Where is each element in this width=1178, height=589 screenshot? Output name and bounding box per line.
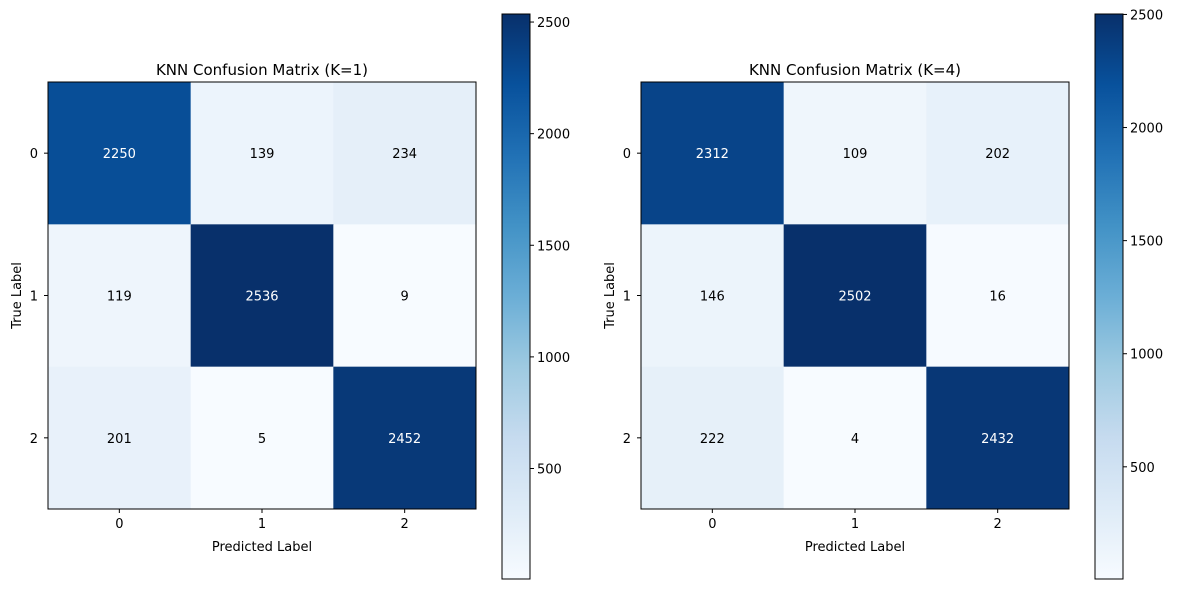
cell-value-label: 234: [392, 147, 417, 162]
x-axis-label: Predicted Label: [212, 540, 312, 555]
heatmap-cell: [783, 366, 927, 510]
heatmap-cell: [333, 366, 477, 510]
cell-value-label: 119: [107, 290, 132, 305]
y-tick-label: 1: [30, 290, 38, 305]
heatmap-cell: [641, 224, 785, 368]
cell-value-label: 222: [700, 432, 725, 447]
x-axis-label: Predicted Label: [805, 540, 905, 555]
colorbar-tick-label: 1500: [537, 239, 570, 254]
heatmap-cell: [641, 366, 785, 510]
chart-title: KNN Confusion Matrix (K=4): [749, 61, 961, 79]
y-axis-label: True Label: [10, 262, 25, 330]
cell-value-label: 2250: [103, 147, 136, 162]
heatmap-cell: [190, 366, 334, 510]
x-tick-label: 0: [115, 517, 123, 532]
cell-value-label: 202: [985, 147, 1010, 162]
colorbar-tick-label: 1000: [1130, 348, 1163, 363]
y-axis-label: True Label: [603, 262, 618, 330]
heatmap-cell: [48, 366, 192, 510]
colorbar-tick-label: 500: [1130, 461, 1155, 476]
x-tick-label: 2: [994, 517, 1002, 532]
chart-title: KNN Confusion Matrix (K=1): [156, 61, 368, 79]
cell-value-label: 139: [250, 147, 275, 162]
heatmap-cell: [190, 224, 334, 368]
colorbar-tick-label: 2500: [1130, 8, 1163, 23]
y-tick-label: 2: [30, 432, 38, 447]
cell-value-label: 146: [700, 290, 725, 305]
y-tick-label: 1: [623, 290, 631, 305]
colorbar-gradient: [502, 14, 530, 579]
colorbar-1: 500 1000 1500 2000 2500: [1094, 8, 1163, 580]
cell-value-label: 2502: [838, 290, 871, 305]
y-tick-label: 0: [623, 147, 631, 162]
colorbar-tick-label: 2000: [1130, 122, 1163, 137]
colorbar-tick-label: 2000: [537, 128, 570, 143]
x-tick-label: 0: [708, 517, 716, 532]
heatmap-cell: [926, 366, 1070, 510]
cell-value-label: 201: [107, 432, 132, 447]
colorbar-frame: [1094, 13, 1124, 580]
heatmap-cell: [926, 224, 1070, 368]
cell-value-label: 16: [989, 290, 1006, 305]
colorbar-tick-label: 2500: [537, 16, 570, 31]
cell-value-label: 9: [401, 290, 409, 305]
cell-value-label: 109: [843, 147, 868, 162]
cell-value-label: 2432: [981, 432, 1014, 447]
heatmap-cell: [48, 224, 192, 368]
cell-value-label: 5: [258, 432, 266, 447]
colorbar-tick-label: 500: [537, 463, 562, 478]
heatmap-cell: [190, 82, 334, 225]
cell-value-label: 4: [851, 432, 859, 447]
x-tick-label: 2: [401, 517, 409, 532]
colorbar-0: 500 1000 1500 2000 2500: [501, 13, 570, 580]
x-tick-label: 1: [258, 517, 266, 532]
cell-value-label: 2536: [245, 290, 278, 305]
heatmap-cell: [783, 82, 927, 225]
confusion-matrix-1: 2312 109 202 146 2502 16 222 4 2432 0 1 2 0 1 2 KNN Con…: [603, 8, 1163, 580]
heatmap-cell: [48, 82, 192, 225]
heatmap-cell: [926, 82, 1070, 225]
heatmap-cell: [333, 224, 477, 368]
colorbar-tick-label: 1500: [1130, 235, 1163, 250]
x-tick-label: 1: [851, 517, 859, 532]
colorbar-gradient: [1095, 14, 1123, 579]
heatmap-cell: [641, 82, 785, 225]
colorbar-frame: [501, 13, 531, 580]
heatmap-cell: [333, 82, 477, 225]
y-tick-label: 0: [30, 147, 38, 162]
heatmap-cell: [783, 224, 927, 368]
cell-value-label: 2452: [388, 432, 421, 447]
cell-value-label: 2312: [696, 147, 729, 162]
colorbar-tick-label: 1000: [537, 351, 570, 366]
y-tick-label: 2: [623, 432, 631, 447]
